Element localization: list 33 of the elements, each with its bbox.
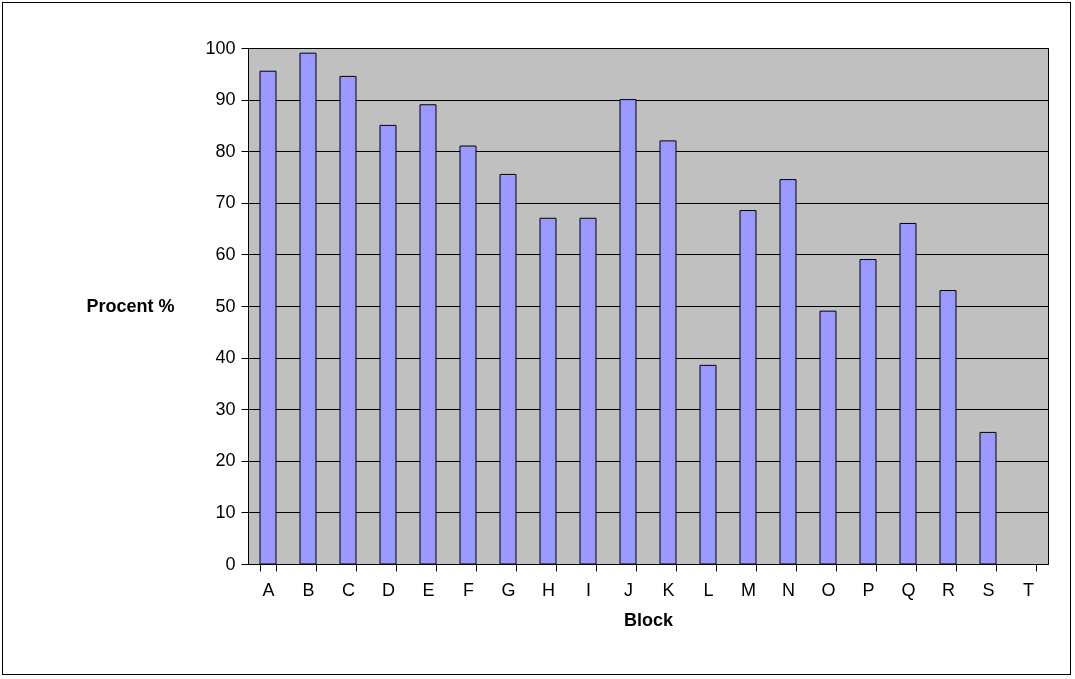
x-tick-label: Q <box>901 579 916 600</box>
x-tick-label: M <box>741 579 756 600</box>
x-tick-label: I <box>585 579 592 600</box>
x-tick-label: J <box>624 579 633 600</box>
x-tick-label: D <box>382 579 395 600</box>
y-tick-label: 40 <box>215 347 236 368</box>
x-tick-label: K <box>662 579 675 600</box>
x-tick-label: H <box>542 579 555 600</box>
y-tick-label: 50 <box>215 295 236 316</box>
y-tick-label: 30 <box>215 398 236 419</box>
y-tick-label: 10 <box>215 501 236 522</box>
x-tick-label: L <box>703 579 714 600</box>
x-tick-label: N <box>782 579 795 600</box>
x-tick-label: C <box>342 579 355 600</box>
y-tick-label: 70 <box>215 192 236 213</box>
x-tick-label: P <box>862 579 875 600</box>
x-tick-label: O <box>821 579 836 600</box>
x-tick-label: G <box>501 579 516 600</box>
y-tick-label: 20 <box>215 450 236 471</box>
x-tick-label: B <box>302 579 315 600</box>
y-tick-label: 0 <box>225 553 236 574</box>
y-axis-title: Procent % <box>86 295 175 316</box>
x-tick-label: R <box>942 579 955 600</box>
x-tick-label: S <box>982 579 995 600</box>
y-tick-label: 100 <box>205 37 236 58</box>
x-tick-label: A <box>262 579 275 600</box>
x-tick-label: F <box>463 579 474 600</box>
x-axis-title: Block <box>623 609 674 630</box>
y-tick-label: 80 <box>215 140 236 161</box>
y-tick-label: 90 <box>215 89 236 110</box>
x-tick-label: T <box>1023 579 1034 600</box>
x-tick-label: E <box>422 579 435 600</box>
y-tick-label: 60 <box>215 243 236 264</box>
